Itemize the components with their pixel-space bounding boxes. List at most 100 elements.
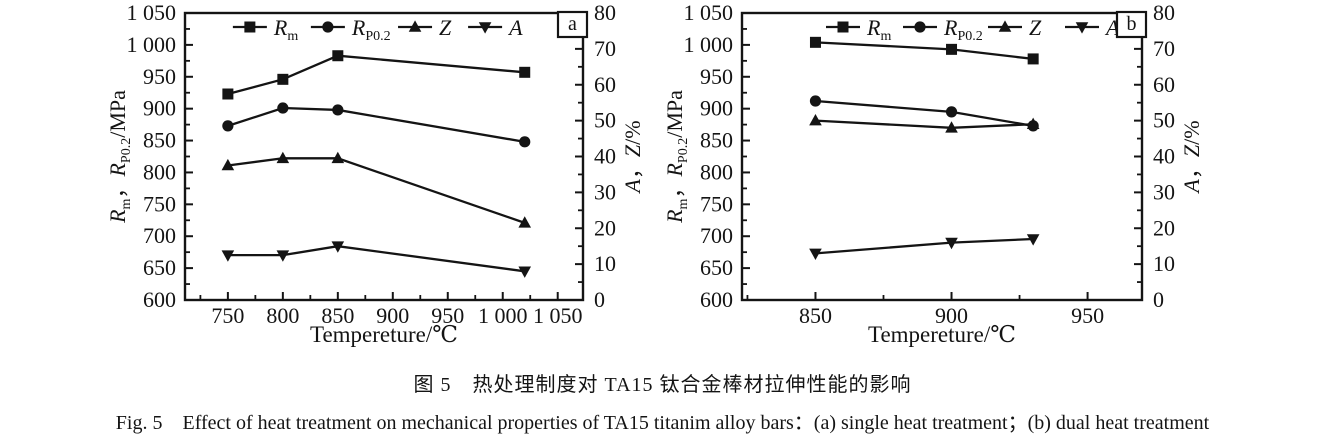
legend-label: Rm <box>866 15 891 44</box>
y-right-tick-label: 10 <box>594 251 616 276</box>
y-axis-left: 600 650 700 750 800 850 900 950 1 000 1 050 <box>127 0 193 312</box>
y-right-tick-label: 30 <box>594 179 616 204</box>
series-line <box>227 106 525 143</box>
series-Rm <box>222 50 531 100</box>
x-axis-label: Tempereture/℃ <box>310 322 458 347</box>
series-Z <box>221 151 532 228</box>
data-point-marker <box>221 158 235 171</box>
data-point-marker <box>1026 234 1040 246</box>
data-point-marker <box>809 114 822 126</box>
x-tick-label: 1 050 <box>533 303 583 328</box>
plot-frame <box>183 11 585 302</box>
data-point-marker <box>914 21 926 33</box>
chart-b: 850 900 950Tempereture/℃600650700750800850… <box>662 0 1325 352</box>
legend-label: Z <box>439 15 452 40</box>
panel-label-box <box>1115 10 1148 39</box>
y-left-tick-label: 1 050 <box>127 0 177 25</box>
data-point-marker <box>478 22 492 34</box>
data-point-marker <box>518 266 532 278</box>
y-left-tick-label: 850 <box>143 128 176 153</box>
data-point-marker <box>322 21 334 33</box>
data-point-marker <box>331 241 345 253</box>
panel-label: b <box>1115 10 1148 39</box>
plot-frame <box>740 11 1144 302</box>
y-axis-label-left: Rm，RP0.2/MPa <box>105 90 134 224</box>
panel-label: a <box>556 10 589 39</box>
y-left-tick-label: 600 <box>700 287 733 312</box>
series-line <box>227 245 525 273</box>
data-point-marker <box>945 106 958 118</box>
legend-label: Z <box>1029 15 1042 40</box>
series-RP02 <box>222 102 531 148</box>
x-axis-label: Tempereture/℃ <box>868 322 1016 347</box>
y-axis-label-right: A，Z/% <box>1179 120 1204 194</box>
y-right-tick-label: 70 <box>594 36 616 61</box>
plot-border <box>740 11 1144 302</box>
y-right-tick-label: 40 <box>594 144 616 169</box>
data-point-marker <box>277 102 289 114</box>
x-tick-label: 800 <box>266 303 299 328</box>
y-axis-label-left: Rm，RP0.2/MPa <box>662 90 691 224</box>
data-point-marker <box>222 120 234 132</box>
data-point-marker <box>277 73 289 85</box>
series-line <box>815 41 1034 61</box>
y-axis-left: 600 650 700 750 800 850 900 950 1 000 1 050 <box>684 0 750 312</box>
x-tick-label: 750 <box>211 303 244 328</box>
y-left-tick-label: 1 000 <box>127 32 177 57</box>
panel-label-text: a <box>568 13 577 35</box>
series-Z <box>809 114 1040 133</box>
series-line <box>815 119 1034 129</box>
y-left-tick-label: 900 <box>143 96 176 121</box>
data-point-marker <box>222 88 234 100</box>
y-right-tick-label: 20 <box>594 215 616 240</box>
y-left-tick-label: 700 <box>143 223 176 248</box>
data-point-marker <box>332 104 344 116</box>
y-left-tick-label: 650 <box>143 255 176 280</box>
x-tick-label: 950 <box>431 303 464 328</box>
legend-label: A <box>507 15 523 40</box>
y-right-tick-label: 50 <box>594 108 616 133</box>
y-left-tick-label: 600 <box>143 287 176 312</box>
chart-a: 750 800 850 900 950 1 000 1 050Tempereture/℃60… <box>0 0 662 352</box>
y-right-tick-label: 80 <box>594 0 616 25</box>
y-left-tick-label: 750 <box>700 191 733 216</box>
x-axis: 850 900 950 Tempereture/℃ <box>746 292 1104 347</box>
y-right-tick-label: 80 <box>1153 0 1175 25</box>
y-right-tick-label: 0 <box>594 287 605 312</box>
y-left-tick-label: 1 000 <box>684 32 734 57</box>
series-A <box>221 241 532 278</box>
caption-chinese: 图 5 热处理制度对 TA15 钛合金棒材拉伸性能的影响 <box>413 374 912 396</box>
y-left-tick-label: 1 050 <box>684 0 734 25</box>
data-point-marker <box>276 250 290 262</box>
panel-label-box <box>556 10 589 39</box>
y-left-tick-label: 750 <box>143 191 176 216</box>
y-axis-right: 0 10 20 30 40 50 60 70 80 <box>1134 0 1175 312</box>
data-point-marker <box>809 248 822 260</box>
y-right-tick-label: 20 <box>1153 215 1175 240</box>
data-point-marker <box>276 151 290 164</box>
y-left-tick-label: 800 <box>143 159 176 184</box>
series-Rm <box>809 36 1039 65</box>
data-point-marker <box>945 121 958 133</box>
charts-row: 750 800 850 900 950 1 000 1 050 Tempereture/℃ 60… <box>0 0 1325 352</box>
data-point-marker <box>331 151 345 164</box>
legend-label: RP0.2 <box>943 15 983 44</box>
x-tick-label: 850 <box>321 303 354 328</box>
data-point-marker <box>408 20 422 32</box>
y-left-tick-label: 800 <box>700 159 733 184</box>
y-left-tick-label: 700 <box>700 223 733 248</box>
y-right-tick-label: 60 <box>1153 72 1175 97</box>
y-left-tick-label: 900 <box>700 96 733 121</box>
data-point-marker <box>998 20 1012 32</box>
y-right-tick-label: 0 <box>1153 287 1164 312</box>
data-point-marker <box>1075 22 1089 34</box>
data-point-marker <box>945 237 958 250</box>
y-left-tick-label: 650 <box>700 255 733 280</box>
legend-label: RP0.2 <box>351 15 391 44</box>
series-line <box>227 157 526 224</box>
legend-label: Rm <box>273 15 298 44</box>
x-tick-label: 1 000 <box>478 303 528 328</box>
y-right-tick-label: 40 <box>1153 144 1175 169</box>
panel-label-text: b <box>1127 13 1137 35</box>
